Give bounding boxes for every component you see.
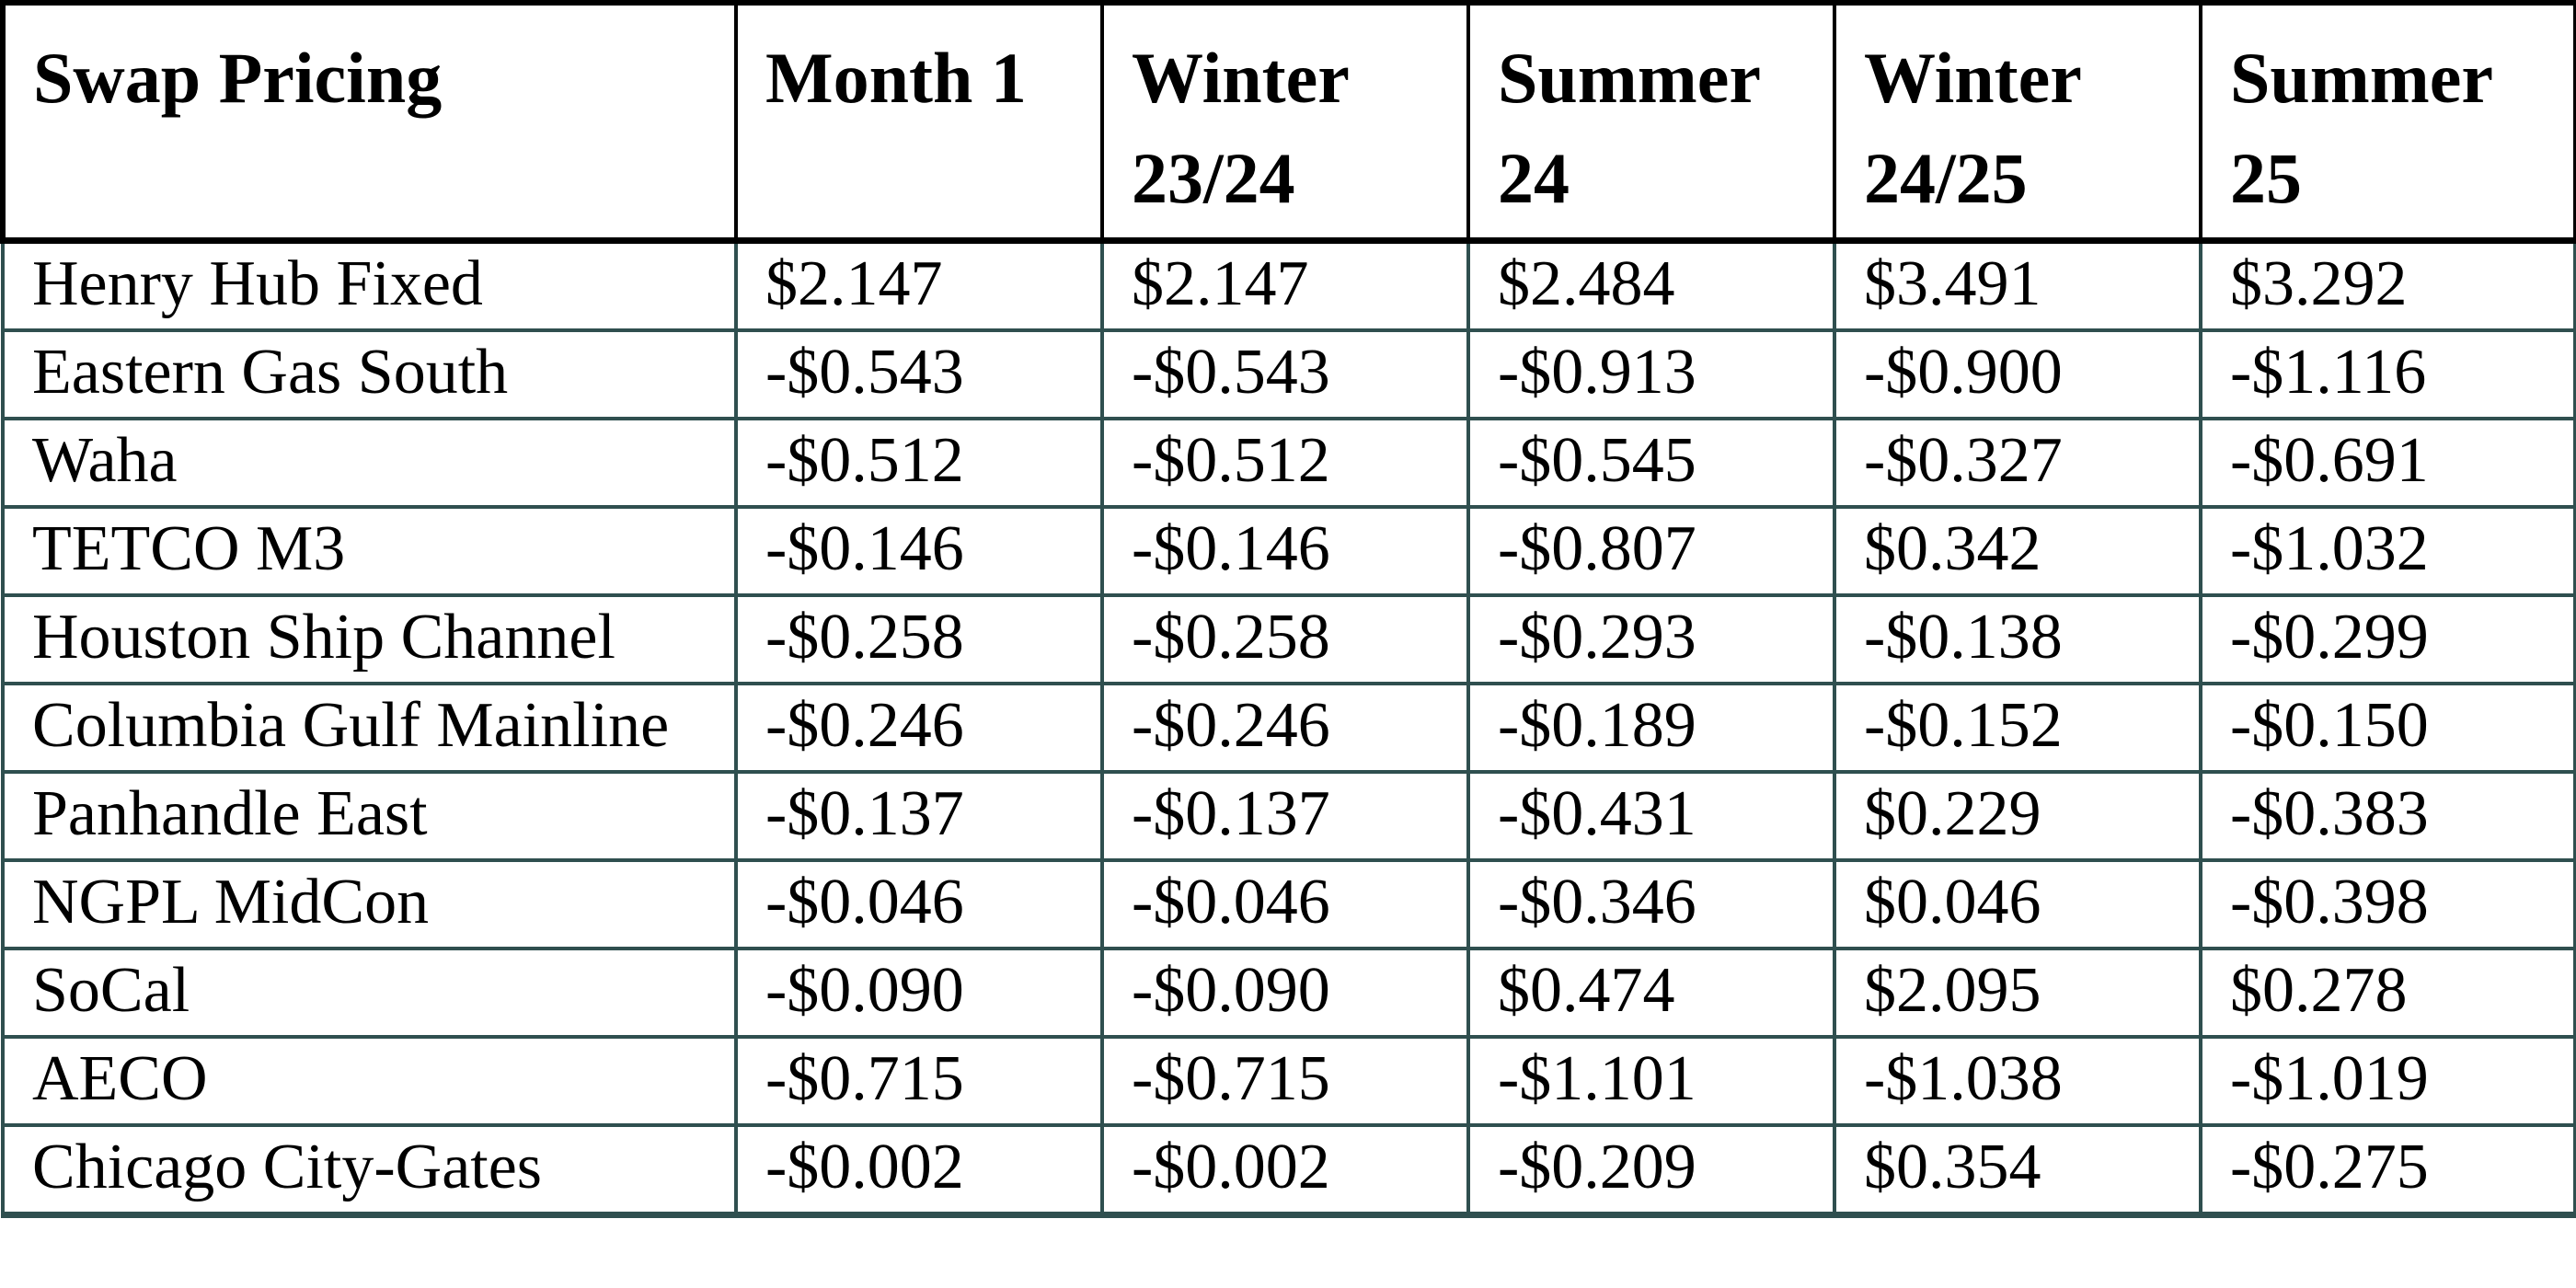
value-cell: -$1.116 [2199, 328, 2576, 421]
header-row: Swap Pricing Month 1 Winter 23/24 Summer 2… [0, 0, 2576, 245]
row-label-cell: NGPL MidCon [1, 858, 738, 951]
value-cell: -$0.431 [1466, 770, 1836, 863]
value-cell: $0.354 [1833, 1123, 2202, 1219]
value-cell: -$0.913 [1466, 328, 1836, 421]
table-row: Panhandle East -$0.137 -$0.137 -$0.431 $0.22… [1, 770, 2576, 863]
value-cell: -$0.512 [734, 417, 1104, 510]
value-cell: -$0.046 [1100, 858, 1470, 951]
value-cell: -$0.275 [2199, 1123, 2576, 1219]
value-cell: -$0.807 [1466, 505, 1836, 598]
value-cell: -$0.146 [734, 505, 1104, 598]
value-cell: -$0.189 [1466, 682, 1836, 775]
row-label-cell: Houston Ship Channel [1, 593, 738, 686]
value-cell: -$0.293 [1466, 593, 1836, 686]
value-cell: $2.484 [1466, 238, 1836, 333]
value-cell: -$0.512 [1100, 417, 1470, 510]
value-cell: -$0.002 [1100, 1123, 1470, 1219]
value-cell: -$0.090 [1100, 947, 1470, 1040]
value-cell: $2.147 [1100, 238, 1470, 333]
table-row: Houston Ship Channel -$0.258 -$0.258 -$0.29… [1, 593, 2576, 686]
value-cell: $2.095 [1833, 947, 2202, 1040]
table-row: NGPL MidCon -$0.046 -$0.046 -$0.346 $0.046 -$… [1, 858, 2576, 951]
value-cell: -$0.246 [734, 682, 1104, 775]
value-cell: -$1.101 [1466, 1035, 1836, 1128]
table-row: Henry Hub Fixed $2.147 $2.147 $2.484 $3.491 $… [1, 238, 2576, 333]
value-cell: -$0.258 [1100, 593, 1470, 686]
value-cell: $0.046 [1833, 858, 2202, 951]
value-cell: -$0.046 [734, 858, 1104, 951]
value-cell: $3.491 [1833, 238, 2202, 333]
value-cell: -$0.383 [2199, 770, 2576, 863]
row-label-cell: AECO [1, 1035, 738, 1128]
value-cell: -$0.346 [1466, 858, 1836, 951]
row-label-cell: Panhandle East [1, 770, 738, 863]
table-title-header: Swap Pricing [0, 0, 738, 245]
table-row: Waha -$0.512 -$0.512 -$0.545 -$0.327 -$0.691 [1, 417, 2576, 510]
table-row: TETCO M3 -$0.146 -$0.146 -$0.807 $0.342 -$1.0… [1, 505, 2576, 598]
value-cell: -$1.038 [1833, 1035, 2202, 1128]
value-cell: -$0.152 [1833, 682, 2202, 775]
value-cell: $0.229 [1833, 770, 2202, 863]
value-cell: -$0.146 [1100, 505, 1470, 598]
column-header: Summer 25 [2199, 0, 2576, 245]
table-row: AECO -$0.715 -$0.715 -$1.101 -$1.038 -$1.019 [1, 1035, 2576, 1128]
value-cell: -$0.715 [734, 1035, 1104, 1128]
value-cell: -$0.258 [734, 593, 1104, 686]
value-cell: $0.278 [2199, 947, 2576, 1040]
value-cell: -$0.002 [734, 1123, 1104, 1219]
value-cell: $0.342 [1833, 505, 2202, 598]
value-cell: -$0.900 [1833, 328, 2202, 421]
value-cell: -$1.019 [2199, 1035, 2576, 1128]
row-label-cell: Chicago City-Gates [1, 1123, 738, 1219]
value-cell: $0.474 [1466, 947, 1836, 1040]
value-cell: -$1.032 [2199, 505, 2576, 598]
column-header: Winter 24/25 [1833, 0, 2202, 245]
column-header: Summer 24 [1466, 0, 1836, 245]
value-cell: -$0.398 [2199, 858, 2576, 951]
table-row: Eastern Gas South -$0.543 -$0.543 -$0.913 -$… [1, 328, 2576, 421]
value-cell: -$0.137 [734, 770, 1104, 863]
value-cell: -$0.715 [1100, 1035, 1470, 1128]
row-label-cell: TETCO M3 [1, 505, 738, 598]
row-label-cell: Columbia Gulf Mainline [1, 682, 738, 775]
value-cell: $2.147 [734, 238, 1104, 333]
row-label-cell: Henry Hub Fixed [1, 238, 738, 333]
value-cell: -$0.543 [1100, 328, 1470, 421]
swap-pricing-table: Swap Pricing Month 1 Winter 23/24 Summer 2… [0, 0, 2576, 1219]
value-cell: -$0.150 [2199, 682, 2576, 775]
value-cell: -$0.299 [2199, 593, 2576, 686]
value-cell: -$0.327 [1833, 417, 2202, 510]
table-row: Columbia Gulf Mainline -$0.246 -$0.246 -$0.… [1, 682, 2576, 775]
value-cell: -$0.090 [734, 947, 1104, 1040]
value-cell: -$0.209 [1466, 1123, 1836, 1219]
column-header: Winter 23/24 [1100, 0, 1470, 245]
row-label-cell: SoCal [1, 947, 738, 1040]
value-cell: -$0.543 [734, 328, 1104, 421]
value-cell: -$0.691 [2199, 417, 2576, 510]
table-row: SoCal -$0.090 -$0.090 $0.474 $2.095 $0.278 [1, 947, 2576, 1040]
value-cell: -$0.137 [1100, 770, 1470, 863]
value-cell: -$0.246 [1100, 682, 1470, 775]
column-header: Month 1 [734, 0, 1104, 245]
row-label-cell: Waha [1, 417, 738, 510]
value-cell: $3.292 [2199, 238, 2576, 333]
value-cell: -$0.138 [1833, 593, 2202, 686]
table-row: Chicago City-Gates -$0.002 -$0.002 -$0.209 $… [1, 1123, 2576, 1219]
row-label-cell: Eastern Gas South [1, 328, 738, 421]
value-cell: -$0.545 [1466, 417, 1836, 510]
